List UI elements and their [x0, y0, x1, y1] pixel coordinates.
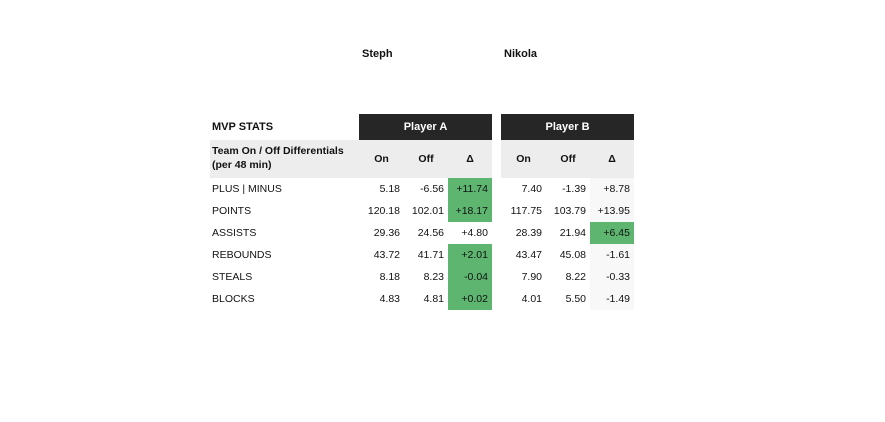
cell-a-off: 102.01	[411, 205, 444, 217]
cell-b-off: -1.39	[562, 183, 586, 195]
cell-a-off: 4.81	[423, 293, 444, 305]
cell-b-off: 5.50	[565, 293, 586, 305]
col-header-a-on: On	[374, 153, 389, 165]
cell-b-on: 7.90	[521, 271, 542, 283]
cell-a-off: 41.71	[417, 249, 444, 261]
cell-a-delta: +2.01	[448, 244, 492, 266]
cell-a-delta: +11.74	[448, 178, 492, 200]
cell-a-off: -6.56	[420, 183, 444, 195]
cell-b-on: 28.39	[515, 227, 542, 239]
cell-a-on: 8.18	[379, 271, 400, 283]
player-a-header: Player A	[359, 114, 492, 140]
cell-b-delta: +8.78	[603, 183, 630, 195]
subtitle-line1: Team On / Off Differentials	[212, 145, 344, 157]
col-header-b-on: On	[516, 153, 531, 165]
col-header-a-off: Off	[418, 153, 434, 165]
cell-b-on: 7.40	[521, 183, 542, 195]
subtitle-line2: (per 48 min)	[212, 159, 272, 171]
player-b-name: Nikola	[504, 48, 538, 60]
cell-b-delta: -1.61	[606, 249, 630, 261]
cell-a-off: 24.56	[417, 227, 444, 239]
row-label: PLUS | MINUS	[212, 183, 282, 195]
cell-b-on: 117.75	[510, 205, 542, 217]
player-b-delta-column-background	[590, 178, 634, 310]
player-a-name: Steph	[362, 48, 393, 60]
cell-b-on: 4.01	[521, 293, 542, 305]
col-header-b-delta: Δ	[608, 153, 616, 165]
row-label: POINTS	[212, 205, 252, 217]
subheader-a-background	[359, 140, 492, 178]
cell-b-delta: +13.95	[597, 205, 630, 217]
cell-a-delta: +0.02	[448, 288, 492, 310]
cell-a-delta: +18.17	[448, 200, 492, 222]
cell-b-off: 103.79	[553, 205, 586, 217]
cell-a-delta: -0.04	[448, 266, 492, 288]
row-label: REBOUNDS	[212, 249, 272, 261]
player-b-header: Player B	[501, 114, 634, 140]
col-header-a-delta: Δ	[466, 153, 474, 165]
cell-b-off: 21.94	[559, 227, 586, 239]
subheader-label-background	[210, 140, 360, 178]
cell-b-delta: -0.33	[606, 271, 630, 283]
cell-a-on: 29.36	[373, 227, 400, 239]
row-label: ASSISTS	[212, 227, 257, 239]
cell-a-delta: +4.80	[461, 227, 488, 239]
cell-a-on: 5.18	[379, 183, 400, 195]
row-label: STEALS	[212, 271, 253, 283]
cell-b-on: 43.47	[515, 249, 542, 261]
cell-b-off: 45.08	[559, 249, 586, 261]
cell-b-delta: -1.49	[606, 293, 630, 305]
cell-a-on: 120.18	[367, 205, 400, 217]
cell-a-on: 43.72	[373, 249, 400, 261]
row-label: BLOCKS	[212, 293, 255, 305]
col-header-b-off: Off	[560, 153, 576, 165]
subheader-b-background	[501, 140, 634, 178]
cell-a-off: 8.23	[423, 271, 444, 283]
cell-b-delta: +6.45	[590, 222, 634, 244]
cell-b-off: 8.22	[565, 271, 586, 283]
table-title: MVP STATS	[212, 121, 274, 133]
cell-a-on: 4.83	[379, 293, 400, 305]
